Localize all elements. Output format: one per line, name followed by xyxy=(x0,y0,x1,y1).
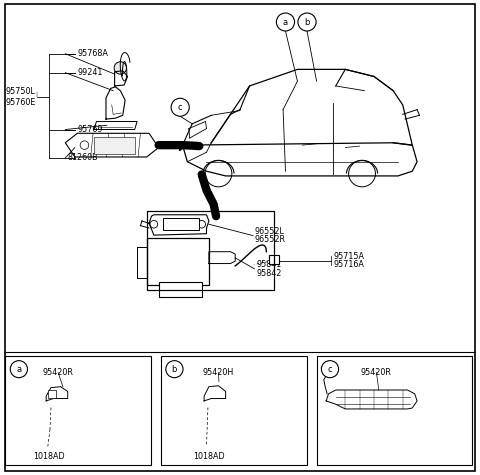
Bar xyxy=(158,283,202,297)
Text: 95750L: 95750L xyxy=(5,87,36,96)
Text: 95768A: 95768A xyxy=(77,49,108,58)
Text: 96552L: 96552L xyxy=(254,227,284,236)
Text: 95420R: 95420R xyxy=(43,368,73,377)
Bar xyxy=(269,255,279,264)
Bar xyxy=(94,137,135,154)
Text: 1338AC: 1338AC xyxy=(149,273,180,282)
Circle shape xyxy=(322,361,338,378)
Text: c: c xyxy=(178,103,182,112)
Circle shape xyxy=(10,361,27,378)
Text: 95715A: 95715A xyxy=(333,252,364,261)
Circle shape xyxy=(166,361,183,378)
Text: 95716A: 95716A xyxy=(333,260,364,269)
Text: 95842: 95842 xyxy=(257,268,282,277)
Text: 95420R: 95420R xyxy=(361,368,392,377)
Text: 1018AD: 1018AD xyxy=(33,452,64,461)
Bar xyxy=(147,211,274,290)
Bar xyxy=(48,390,56,398)
Text: 95769: 95769 xyxy=(77,125,103,134)
Text: a: a xyxy=(16,365,22,374)
Text: 95420H: 95420H xyxy=(203,368,234,377)
Circle shape xyxy=(298,13,316,31)
Bar xyxy=(5,356,152,465)
Text: 96552R: 96552R xyxy=(254,236,285,244)
Text: 95841: 95841 xyxy=(257,260,282,269)
Circle shape xyxy=(276,13,295,31)
Text: c: c xyxy=(328,365,332,374)
Text: 1018AD: 1018AD xyxy=(193,452,225,461)
Text: 95760E: 95760E xyxy=(5,97,36,106)
Bar xyxy=(147,211,274,290)
Text: 99241: 99241 xyxy=(77,68,103,77)
Bar xyxy=(147,238,209,285)
Bar xyxy=(161,356,307,465)
Bar xyxy=(317,356,472,465)
Bar xyxy=(163,218,199,230)
Circle shape xyxy=(114,62,127,74)
Text: b: b xyxy=(172,365,177,374)
Text: a: a xyxy=(283,18,288,27)
Text: b: b xyxy=(304,18,310,27)
Text: 81260B: 81260B xyxy=(68,153,98,162)
Circle shape xyxy=(171,98,189,116)
